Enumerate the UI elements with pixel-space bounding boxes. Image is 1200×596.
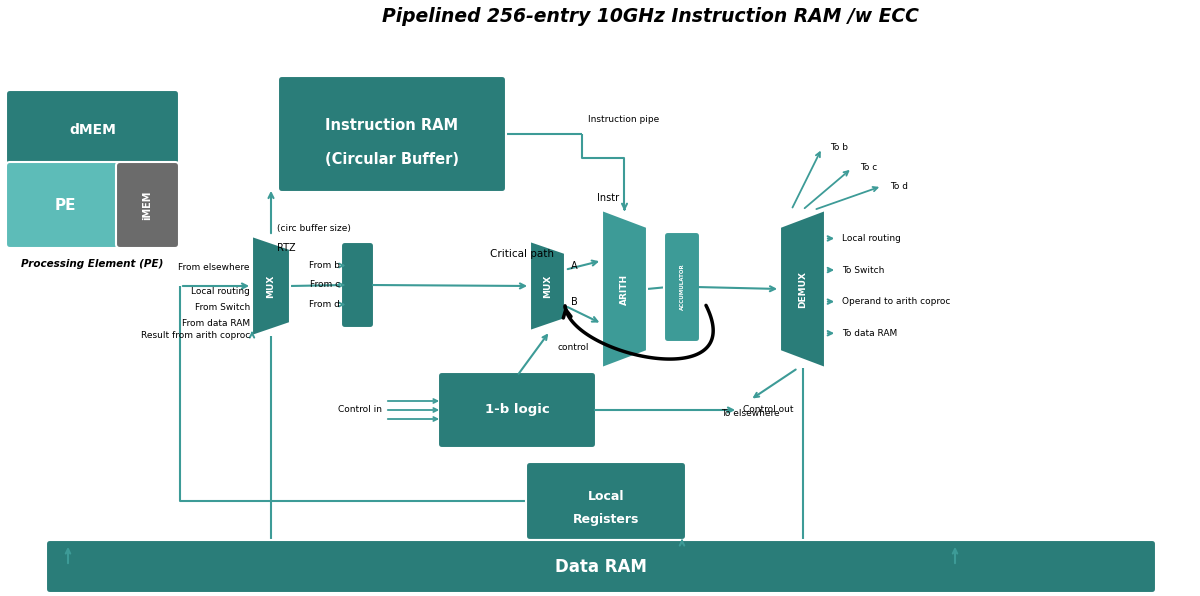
Text: Control out: Control out [743,405,793,414]
FancyBboxPatch shape [526,462,686,540]
Text: ACCUMULATOR: ACCUMULATOR [679,263,684,311]
Text: PE: PE [54,197,76,213]
Text: Processing Element (PE): Processing Element (PE) [22,259,163,269]
Polygon shape [780,210,826,368]
FancyBboxPatch shape [6,162,124,248]
Text: Local routing: Local routing [191,287,250,296]
Text: 1-b logic: 1-b logic [485,403,550,417]
Text: To c: To c [860,163,877,172]
Text: A: A [571,261,577,271]
Polygon shape [530,241,565,331]
Text: To elsewhere: To elsewhere [721,408,779,418]
Text: Operand to arith coproc: Operand to arith coproc [842,297,950,306]
Text: Control in: Control in [338,405,382,414]
FancyBboxPatch shape [278,76,506,192]
FancyBboxPatch shape [664,232,700,342]
Text: ARITH: ARITH [620,274,629,305]
Text: iMEM: iMEM [143,190,152,220]
FancyBboxPatch shape [6,90,179,170]
Polygon shape [602,210,647,368]
Text: B: B [571,297,577,307]
Text: Result from arith coproc: Result from arith coproc [140,331,250,340]
Text: (circ buffer size): (circ buffer size) [277,224,350,232]
Text: control: control [558,343,589,352]
Text: Critical path: Critical path [490,249,554,259]
Text: From elsewhere: From elsewhere [179,263,250,272]
Text: Instr: Instr [598,193,619,203]
Text: From c: From c [310,281,340,290]
Text: DEMUX: DEMUX [798,271,808,308]
Text: From Switch: From Switch [194,303,250,312]
Text: Instruction RAM: Instruction RAM [325,119,458,134]
Text: To Switch: To Switch [842,266,884,275]
Text: Local routing: Local routing [842,234,901,243]
FancyBboxPatch shape [438,372,596,448]
FancyBboxPatch shape [116,162,179,248]
Text: From b: From b [310,261,340,270]
Text: MUX: MUX [266,274,276,297]
Text: RTZ: RTZ [277,243,295,253]
Text: From d: From d [310,300,340,309]
Text: Instruction pipe: Instruction pipe [588,115,659,124]
FancyBboxPatch shape [46,540,1156,593]
Text: Local: Local [588,489,624,502]
Text: To b: To b [830,144,848,153]
Text: dMEM: dMEM [70,123,116,137]
Text: To d: To d [890,182,908,191]
Text: MUX: MUX [542,274,552,297]
Text: Registers: Registers [572,514,640,526]
Text: Pipelined 256-entry 10GHz Instruction RAM /w ECC: Pipelined 256-entry 10GHz Instruction RA… [382,7,918,26]
Text: From data RAM: From data RAM [182,318,250,327]
Text: (Circular Buffer): (Circular Buffer) [325,151,458,166]
Text: To data RAM: To data RAM [842,329,898,338]
FancyBboxPatch shape [341,242,374,328]
Polygon shape [252,236,290,336]
Text: Data RAM: Data RAM [556,557,647,576]
